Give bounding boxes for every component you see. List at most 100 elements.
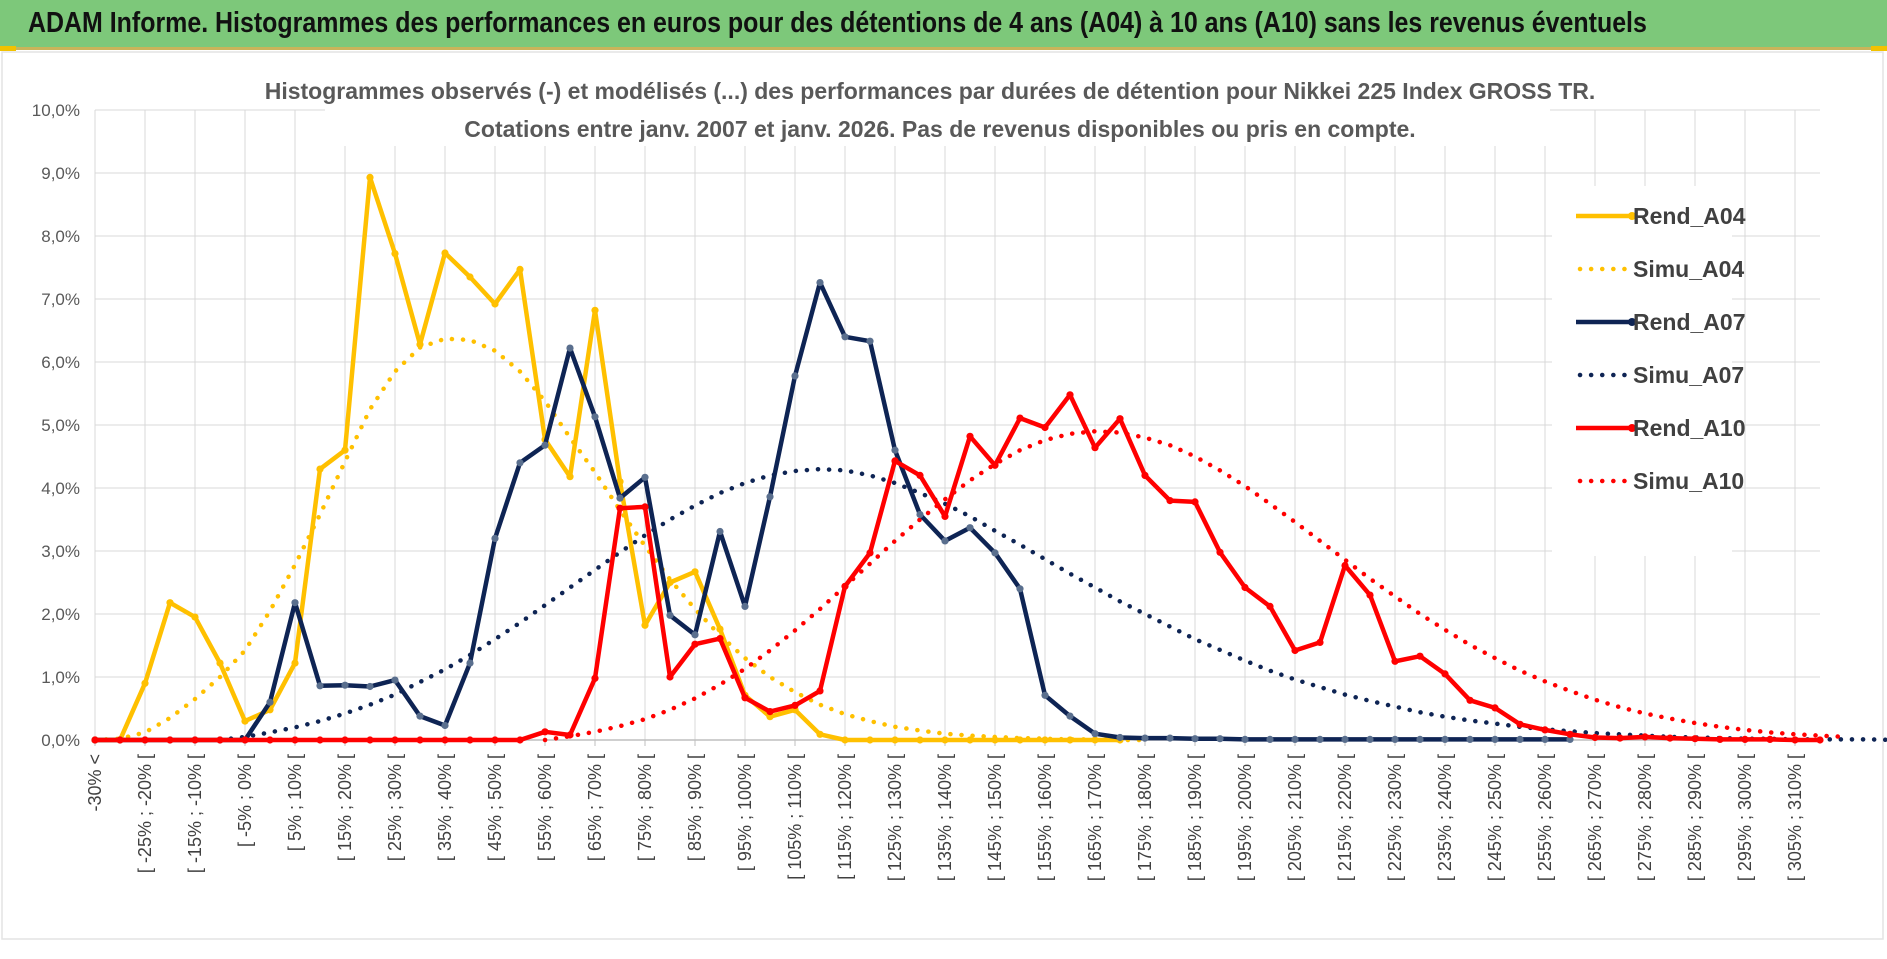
- report-title: ADAM Informe. Histogrammes des performan…: [28, 7, 1647, 39]
- data-point-rend-a07: [391, 676, 399, 684]
- data-point-rend-a10: [1266, 602, 1274, 611]
- data-point-rend-a10: [1816, 736, 1824, 744]
- data-point-rend-a10: [841, 582, 849, 590]
- data-point-rend-a07: [541, 441, 549, 449]
- x-tick-label: [ 185% ; 190% [: [1185, 754, 1205, 881]
- data-point-rend-a07: [1241, 735, 1249, 744]
- data-point-rend-a10: [1041, 423, 1049, 432]
- data-point-rend-a07: [641, 473, 649, 481]
- x-tick-label: [ 135% ; 140% [: [935, 754, 955, 881]
- data-point-rend-a07: [1466, 735, 1474, 744]
- data-point-rend-a04: [566, 473, 574, 481]
- y-tick-label: 3,0%: [41, 542, 80, 561]
- data-point-rend-a10: [1291, 646, 1299, 655]
- data-point-rend-a10: [766, 708, 774, 716]
- data-point-rend-a10: [691, 640, 699, 648]
- data-point-rend-a04: [966, 736, 974, 744]
- data-point-rend-a07: [941, 537, 949, 545]
- data-point-rend-a10: [741, 694, 749, 702]
- legend-label-simu-a10: Simu_A10: [1633, 468, 1744, 494]
- legend-marker-rend-a04: [1628, 212, 1636, 220]
- data-point-rend-a10: [566, 731, 574, 739]
- data-point-rend-a07: [1366, 735, 1374, 744]
- data-point-rend-a07: [341, 681, 349, 689]
- data-point-rend-a07: [1016, 585, 1024, 593]
- data-point-rend-a07: [516, 459, 524, 467]
- data-point-rend-a10: [966, 432, 974, 440]
- report-banner: ADAM Informe. Histogrammes des performan…: [0, 0, 1887, 50]
- data-point-rend-a10: [1366, 591, 1374, 599]
- x-tick-label: [ 145% ; 150% [: [985, 754, 1005, 881]
- data-point-rend-a07: [991, 549, 999, 557]
- x-tick-label: [ 225% ; 230% [: [1385, 754, 1405, 881]
- data-point-rend-a10: [416, 736, 424, 744]
- data-point-rend-a10: [1616, 734, 1624, 742]
- x-tick-label: [ 45% ; 50% [: [485, 754, 505, 861]
- x-tick-label: -30% <: [85, 754, 105, 812]
- data-point-rend-a04: [516, 265, 524, 273]
- data-point-rend-a10: [1541, 726, 1549, 734]
- data-point-rend-a10: [1516, 720, 1524, 728]
- data-point-rend-a07: [1341, 735, 1349, 744]
- data-point-rend-a10: [816, 687, 824, 695]
- data-point-rend-a04: [316, 465, 324, 473]
- data-point-rend-a04: [891, 736, 899, 744]
- data-point-rend-a07: [466, 659, 474, 667]
- data-point-rend-a10: [91, 736, 99, 744]
- x-tick-label: [ 125% ; 130% [: [885, 754, 905, 881]
- legend-background: [1552, 186, 1732, 556]
- data-point-rend-a07: [366, 682, 374, 691]
- data-point-rend-a07: [691, 631, 699, 639]
- data-point-rend-a04: [941, 736, 949, 744]
- data-point-rend-a07: [566, 344, 574, 352]
- data-point-rend-a07: [916, 510, 924, 519]
- data-point-rend-a04: [691, 568, 699, 576]
- data-point-rend-a10: [466, 736, 474, 744]
- data-point-rend-a10: [1791, 736, 1799, 744]
- y-tick-label: 6,0%: [41, 353, 80, 372]
- data-point-rend-a07: [1491, 735, 1499, 744]
- x-tick-label: [ 25% ; 30% [: [385, 754, 405, 861]
- data-point-rend-a10: [191, 736, 199, 744]
- x-tick-label: [ 65% ; 70% [: [585, 754, 605, 861]
- data-point-rend-a07: [1116, 733, 1124, 742]
- data-point-rend-a07: [816, 279, 824, 287]
- data-point-rend-a10: [1766, 735, 1774, 744]
- data-point-rend-a10: [1666, 734, 1674, 742]
- x-tick-label: [ 305% ; 310% [: [1785, 754, 1805, 881]
- data-point-rend-a10: [1591, 733, 1599, 742]
- data-point-rend-a04: [1041, 736, 1049, 744]
- x-tick-label: [ 15% ; 20% [: [335, 754, 355, 861]
- y-tick-label: 0,0%: [41, 731, 80, 750]
- x-tick-label: [ 275% ; 280% [: [1635, 754, 1655, 881]
- data-point-rend-a04: [366, 173, 374, 181]
- x-tick-label: [ 35% ; 40% [: [435, 754, 455, 861]
- data-point-rend-a10: [1741, 735, 1749, 744]
- data-point-rend-a04: [866, 736, 874, 744]
- data-point-rend-a10: [316, 736, 324, 744]
- data-point-rend-a10: [116, 736, 124, 744]
- data-point-rend-a10: [1391, 657, 1399, 665]
- data-point-rend-a04: [641, 621, 649, 629]
- data-point-rend-a07: [716, 527, 724, 536]
- x-tick-label: [ 205% ; 210% [: [1285, 754, 1305, 881]
- y-tick-label: 7,0%: [41, 290, 80, 309]
- x-tick-label: [ 115% ; 120% [: [835, 754, 855, 880]
- data-point-rend-a07: [316, 682, 324, 690]
- x-tick-label: [ 5% ; 10% [: [285, 754, 305, 851]
- data-point-rend-a10: [491, 736, 499, 744]
- data-point-rend-a07: [1066, 712, 1074, 720]
- data-point-rend-a10: [616, 504, 624, 512]
- y-tick-label: 9,0%: [41, 164, 80, 183]
- x-tick-label: [ 255% ; 260% [: [1535, 754, 1555, 881]
- data-point-rend-a10: [1491, 704, 1499, 712]
- data-point-rend-a10: [941, 512, 949, 520]
- x-tick-label: [ -15% ; -10% [: [185, 754, 205, 873]
- data-point-rend-a04: [491, 300, 499, 308]
- data-point-rend-a10: [891, 457, 899, 465]
- data-point-rend-a10: [866, 549, 874, 557]
- chart-title-line1: Histogrammes observés (-) et modélisés (…: [265, 78, 1596, 104]
- data-point-rend-a10: [641, 503, 649, 511]
- data-point-rend-a04: [1091, 736, 1099, 744]
- x-tick-label: [ -5% ; 0% [: [235, 754, 255, 847]
